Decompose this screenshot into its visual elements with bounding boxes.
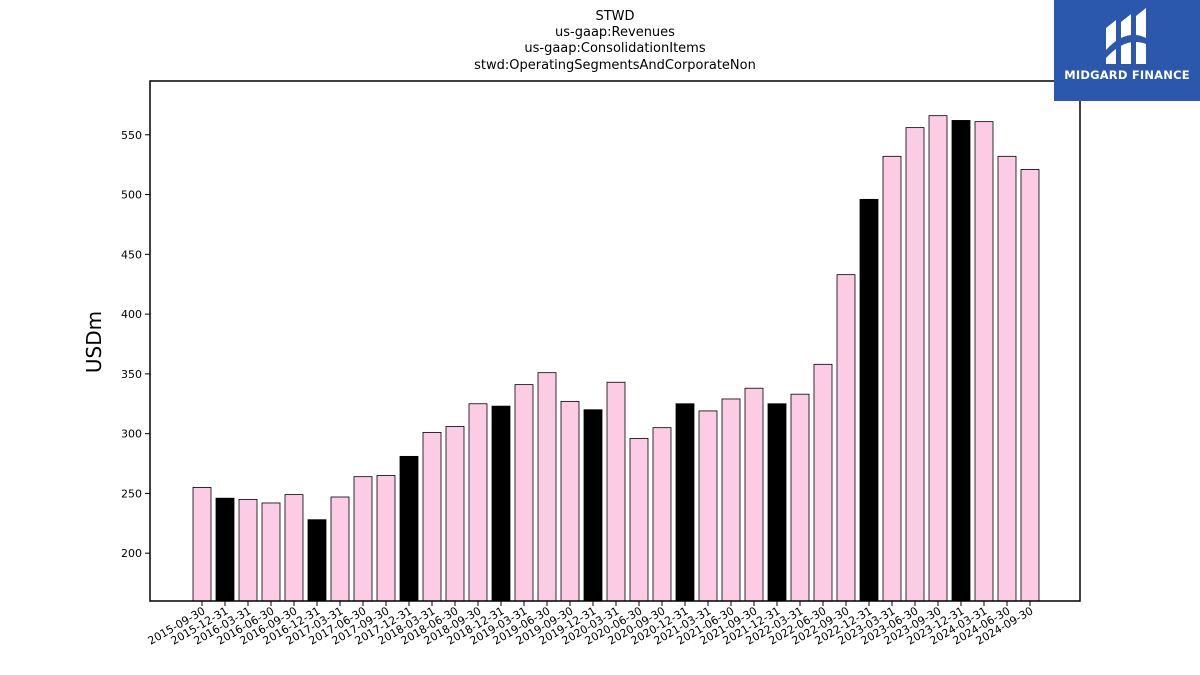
y-tick-label: 500 — [121, 189, 142, 202]
bar-2024-09-30 — [1021, 169, 1039, 601]
y-axis: 200 250 300 350 400 450 500 550 — [121, 129, 150, 560]
bar-2018-06-30 — [446, 426, 464, 601]
bar-2023-06-30 — [906, 128, 924, 601]
bar-2022-06-30 — [814, 364, 832, 601]
y-tick-label: 200 — [121, 547, 142, 560]
bar-2017-09-30 — [377, 475, 395, 601]
bar-2015-12-31 — [216, 498, 234, 601]
logo-mark-icon — [1102, 8, 1152, 66]
bar-2021-12-31 — [768, 404, 786, 601]
bar-2019-09-30 — [561, 401, 579, 601]
bar-2024-06-30 — [998, 156, 1016, 601]
bar-2015-09-30 — [193, 487, 211, 601]
y-tick-label: 450 — [121, 248, 142, 261]
bar-2022-12-31 — [860, 199, 878, 601]
y-tick-label: 350 — [121, 368, 142, 381]
title-line-2: us-gaap:Revenues — [555, 25, 675, 40]
x-axis: 2015-09-302015-12-312016-03-312016-06-30… — [146, 601, 1036, 648]
bar-2018-03-31 — [423, 432, 441, 601]
bar-2017-12-31 — [400, 456, 418, 601]
bar-2021-06-30 — [722, 399, 740, 601]
bar-2016-09-30 — [285, 495, 303, 601]
y-tick-label: 300 — [121, 428, 142, 441]
bar-2018-12-31 — [492, 406, 510, 601]
bar-2019-12-31 — [584, 410, 602, 601]
bar-2021-03-31 — [699, 411, 717, 601]
revenue-bar-chart: STWD us-gaap:Revenues us-gaap:Consolidat… — [0, 0, 1200, 675]
bar-2024-03-31 — [975, 122, 993, 601]
bar-2023-12-31 — [952, 120, 970, 601]
bar-2017-03-31 — [331, 497, 349, 601]
bar-2022-03-31 — [791, 394, 809, 601]
bars — [193, 116, 1039, 601]
bar-2020-06-30 — [630, 438, 648, 601]
bar-2016-06-30 — [262, 503, 280, 601]
bar-2019-03-31 — [515, 385, 533, 601]
chart-title: STWD us-gaap:Revenues us-gaap:Consolidat… — [474, 9, 756, 73]
title-line-4: stwd:OperatingSegmentsAndCorporateNon — [474, 58, 756, 73]
bar-2018-09-30 — [469, 404, 487, 601]
y-tick-label: 550 — [121, 129, 142, 142]
bar-2023-09-30 — [929, 116, 947, 601]
bar-2020-03-31 — [607, 382, 625, 601]
bar-2023-03-31 — [883, 156, 901, 601]
bar-2022-09-30 — [837, 275, 855, 601]
bar-2019-06-30 — [538, 373, 556, 601]
bar-2017-06-30 — [354, 477, 372, 601]
bar-2016-03-31 — [239, 499, 257, 601]
title-line-3: us-gaap:ConsolidationItems — [524, 41, 705, 56]
bar-2021-09-30 — [745, 388, 763, 601]
brand-logo: MIDGARD FINANCE — [1054, 0, 1200, 101]
y-axis-label: USDm — [82, 311, 106, 373]
y-tick-label: 400 — [121, 308, 142, 321]
y-tick-label: 250 — [121, 487, 142, 500]
bar-2020-09-30 — [653, 428, 671, 601]
bar-2016-12-31 — [308, 520, 326, 601]
title-line-1: STWD — [595, 9, 634, 24]
bar-2020-12-31 — [676, 404, 694, 601]
brand-name: MIDGARD FINANCE — [1054, 68, 1200, 82]
